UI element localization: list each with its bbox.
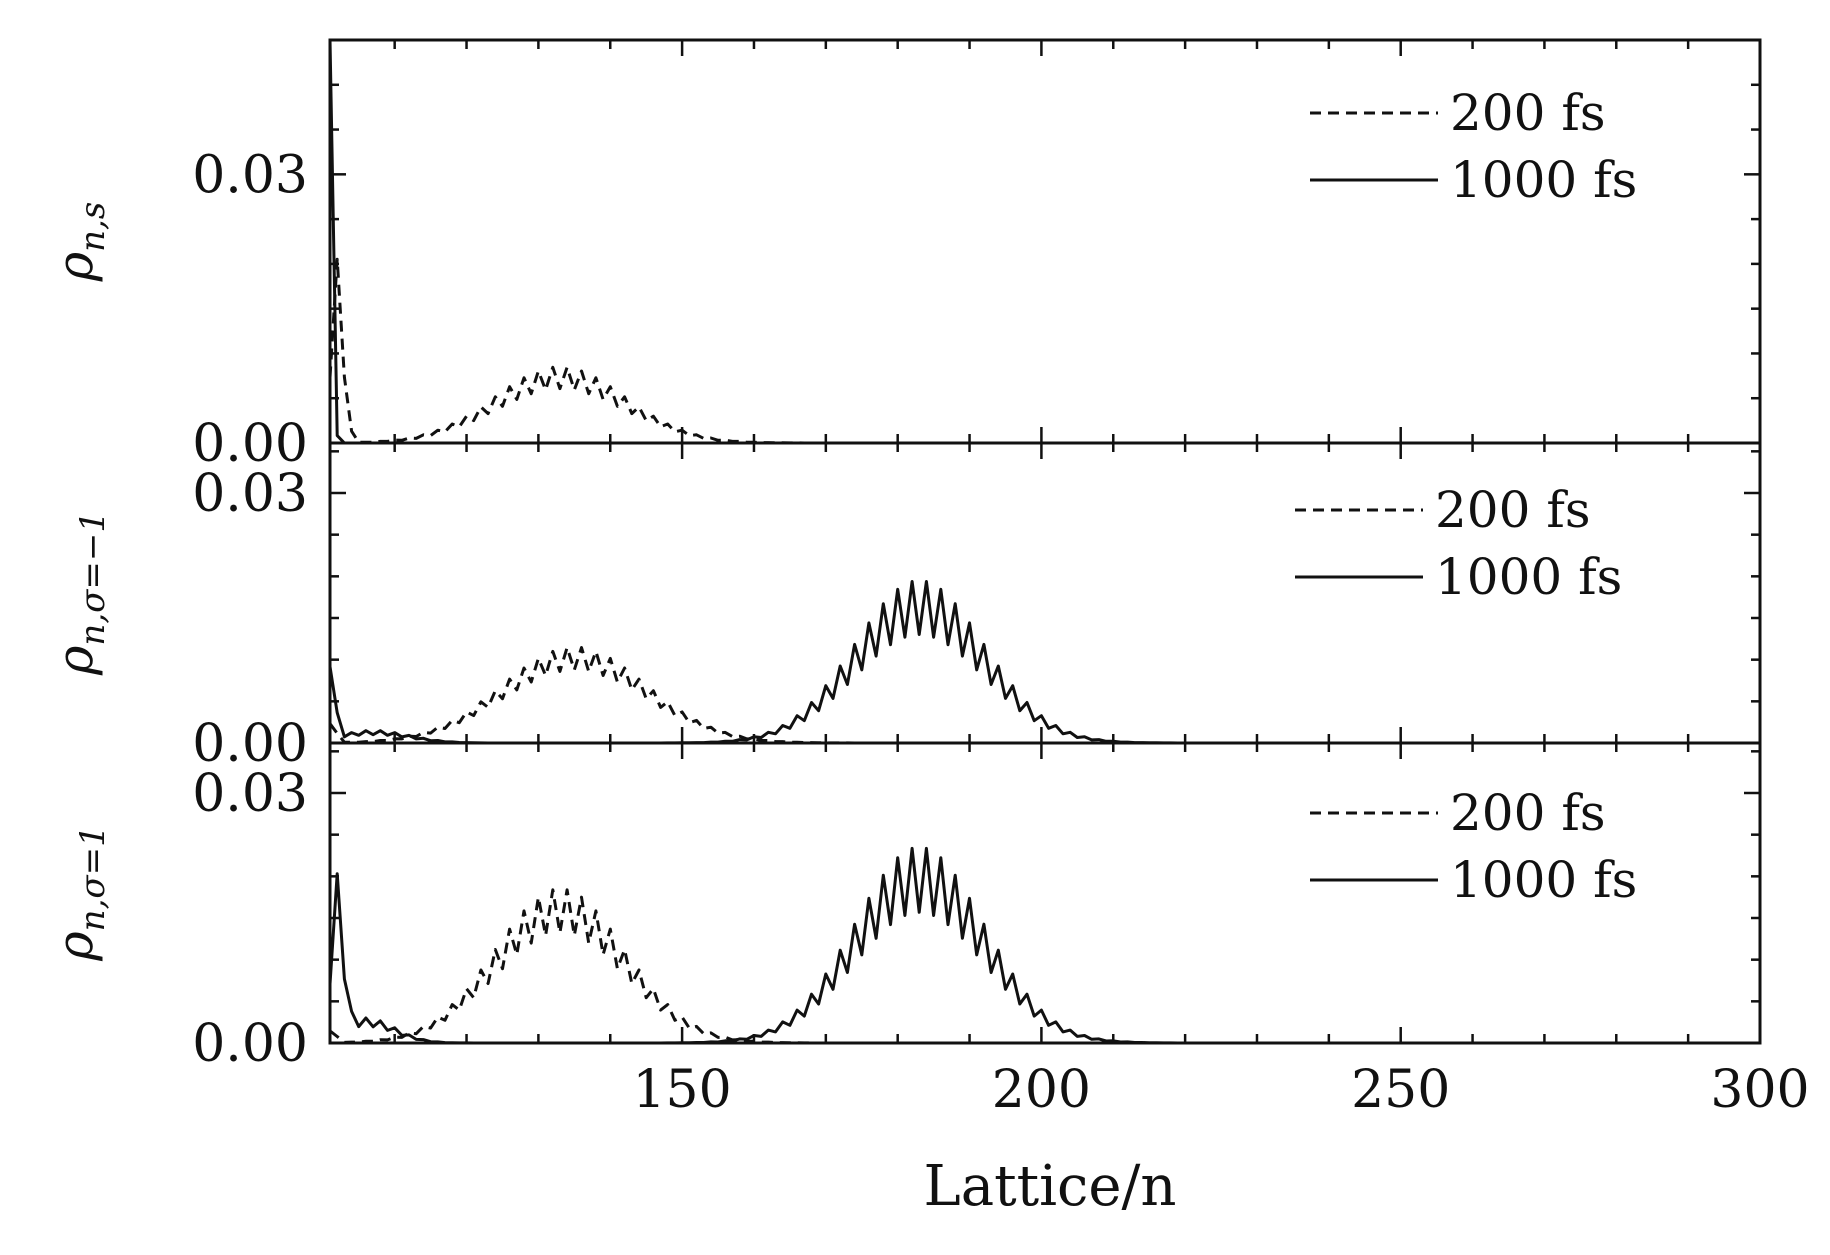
panel-sigma_minus1: 0.00 0.03 ρn,σ=−1 200 fs 1000 fs [46, 441, 1762, 774]
series-line-1000fs [330, 846, 1760, 1043]
x-tick-label: 200 [992, 1060, 1091, 1120]
x-tick-label: 250 [1351, 1060, 1450, 1120]
y-tick-label: 0.03 [192, 764, 308, 824]
legend-label: 200 fs [1450, 784, 1606, 842]
legend-label: 1000 fs [1450, 851, 1637, 909]
y-axis-label-subscript: n,s [73, 202, 113, 252]
y-axis-label-main: ρ [46, 931, 104, 962]
y-tick-label: 0.03 [192, 464, 308, 524]
y-tick-label: 0.03 [192, 145, 308, 205]
y-tick-label: 0.00 [192, 1014, 308, 1074]
x-tick-label: 150 [632, 1060, 731, 1120]
y-axis-label-subscript: n,σ=1 [73, 825, 113, 931]
y-axis-label-main: ρ [46, 251, 104, 282]
legend-label: 200 fs [1435, 481, 1591, 539]
legend-label: 1000 fs [1435, 548, 1622, 606]
panel-frame [328, 741, 1762, 1045]
y-axis-label-main: ρ [46, 645, 104, 676]
series-line-1000fs [330, 580, 1760, 743]
series-line-200fs [330, 257, 1760, 443]
y-tick-label: 0.00 [192, 414, 308, 474]
x-axis-label: Lattice/n [924, 1154, 1177, 1219]
series-line-200fs [330, 646, 1760, 743]
y-tick-label: 0.00 [192, 714, 308, 774]
legend-label: 1000 fs [1450, 151, 1637, 209]
y-axis-label: ρn,s [46, 202, 113, 283]
y-axis-label: ρn,σ=1 [46, 825, 113, 961]
y-axis-label: ρn,σ=−1 [46, 511, 113, 676]
panel-s: 0.00 0.03 ρn,s 200 fs 1000 fs [46, 38, 1762, 474]
y-axis-label-subscript: n,σ=−1 [73, 511, 113, 646]
panel-sigma_plus1: 0.00 0.03 ρn,σ=1 200 fs 1000 fs [46, 741, 1762, 1074]
legend-label: 200 fs [1450, 84, 1606, 142]
x-tick-label: 300 [1710, 1060, 1809, 1120]
